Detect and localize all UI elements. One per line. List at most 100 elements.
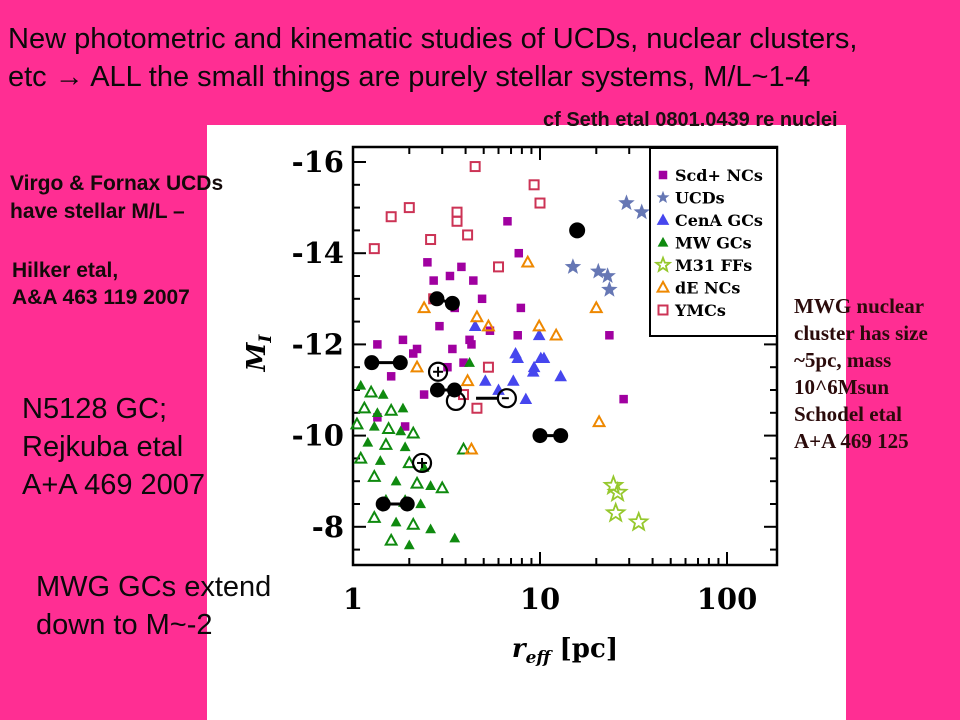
point-mw-gcs [384,402,399,416]
text-line: MWG nuclear [794,294,925,318]
text-line: have stellar M/L – [10,200,185,223]
scatter-plot: 1 10 100 -16 -14 -12 -10 -8 MI reff [pc] Scd+ NCs U… [242,145,779,668]
legend-marker-5 [655,279,671,293]
black-cluster-point [553,428,569,444]
text-line: MWG GCs extend [36,571,272,603]
text-line: A+A 469 2007 [22,469,206,501]
point-scd-ncs [457,262,466,272]
black-cluster-point [429,382,445,398]
text-line: A+A 469 125 [794,429,909,453]
point-scd-ncs [443,362,452,372]
point-ymcs [493,261,505,273]
text-line: N5128 GC; [22,393,168,425]
text-line: A&A 463 119 2007 [12,286,190,309]
point-m31-ffs [602,473,625,496]
point-scd-ncs [419,390,429,399]
point-mw-gcs [406,425,421,439]
point-cena-gcs [527,360,541,373]
point-ucds [599,267,616,283]
point-cena-gcs [532,328,546,341]
point-mw-gcs [418,461,430,472]
point-mw-gcs [368,420,380,431]
text-line: ~5pc, mass [794,348,892,372]
point-mw-gcs [406,516,421,530]
point-mw-gcs [403,539,415,550]
x-tick-label: 1 [343,582,363,616]
point-ymcs [469,161,481,173]
legend-label: MW GCs [675,234,752,253]
point-mw-gcs [353,450,368,464]
text-line: Schodel etal [794,402,902,426]
point-mw-gcs [364,384,379,398]
annotation-n5128: N5128 GC; Rejkuba etal A+A 469 2007 [22,390,205,504]
point-mw-gcs [425,480,436,490]
text-line: Virgo & Fornax UCDs [10,172,224,195]
annotation-mwg-gcs: MWG GCs extend down to M~-2 [36,568,271,644]
point-scd-ncs [373,340,382,349]
point-mw-gcs [357,400,372,414]
point-mw-gcs [425,523,436,534]
black-cluster-point [364,355,380,371]
point-scd-ncs [445,271,455,281]
black-cluster-point [532,428,548,444]
point-mw-gcs [395,425,407,436]
point-de-ncs [417,300,432,314]
x-tick-label: 10 [520,582,560,616]
point-de-ncs [481,318,496,332]
point-mw-gcs [399,441,411,452]
point-mw-gcs [435,480,450,494]
black-open-point [445,390,466,412]
y-axis-label: MI [242,334,276,373]
point-ymcs [462,229,474,241]
point-mw-gcs [384,532,399,546]
point-scd-ncs [429,276,438,285]
point-scd-ncs [469,276,478,285]
black-open-plus-point [411,452,433,474]
point-cena-gcs [526,365,540,377]
point-de-ncs [409,359,425,373]
point-ucds [618,194,635,211]
point-mw-gcs [378,437,394,450]
black-open-plus-point [427,361,449,382]
black-cluster-point [375,496,391,512]
legend-marker-4 [653,255,673,273]
black-open-dash-point [496,388,517,409]
legend-box [649,147,778,337]
point-mw-gcs [374,455,386,465]
y-tick-label: -10 [292,419,344,453]
point-mw-gcs [367,510,382,523]
point-scd-ncs [514,248,524,258]
point-mw-gcs [381,421,396,434]
x-axis-label: reff [pc] [512,634,618,668]
text-line: Rejkuba etal [22,431,184,463]
point-ymcs [425,234,437,246]
legend-label: dE NCs [675,279,740,298]
title-line-2: etc → ALL the small things are purely st… [8,61,811,93]
point-ymcs [471,402,483,414]
black-cluster-point [569,222,586,239]
y-tick-label: -14 [292,236,344,270]
point-ymcs [534,197,546,209]
point-scd-ncs [400,422,410,431]
point-scd-ncs [513,331,522,340]
point-ymcs [403,202,415,214]
point-mw-gcs [397,402,409,413]
point-de-ncs [549,327,564,341]
point-de-ncs [591,414,607,428]
legend-marker-6 [657,304,669,316]
point-de-ncs [460,373,475,387]
point-cena-gcs [468,319,482,332]
point-ucds [633,203,650,220]
point-ymcs [451,206,463,218]
y-tick-label: -12 [292,327,344,361]
annotation-cf-seth: cf Seth etal 0801.0439 re nuclei [543,109,838,131]
point-ymcs [482,361,494,373]
point-ymcs [385,211,397,223]
point-scd-ncs [503,217,512,226]
point-scd-ncs [477,294,487,304]
point-mw-gcs [390,516,402,527]
point-cena-gcs [509,347,522,359]
black-cluster-point [444,295,460,311]
legend-label: CenA GCs [675,211,763,230]
black-cluster-point [392,355,408,371]
